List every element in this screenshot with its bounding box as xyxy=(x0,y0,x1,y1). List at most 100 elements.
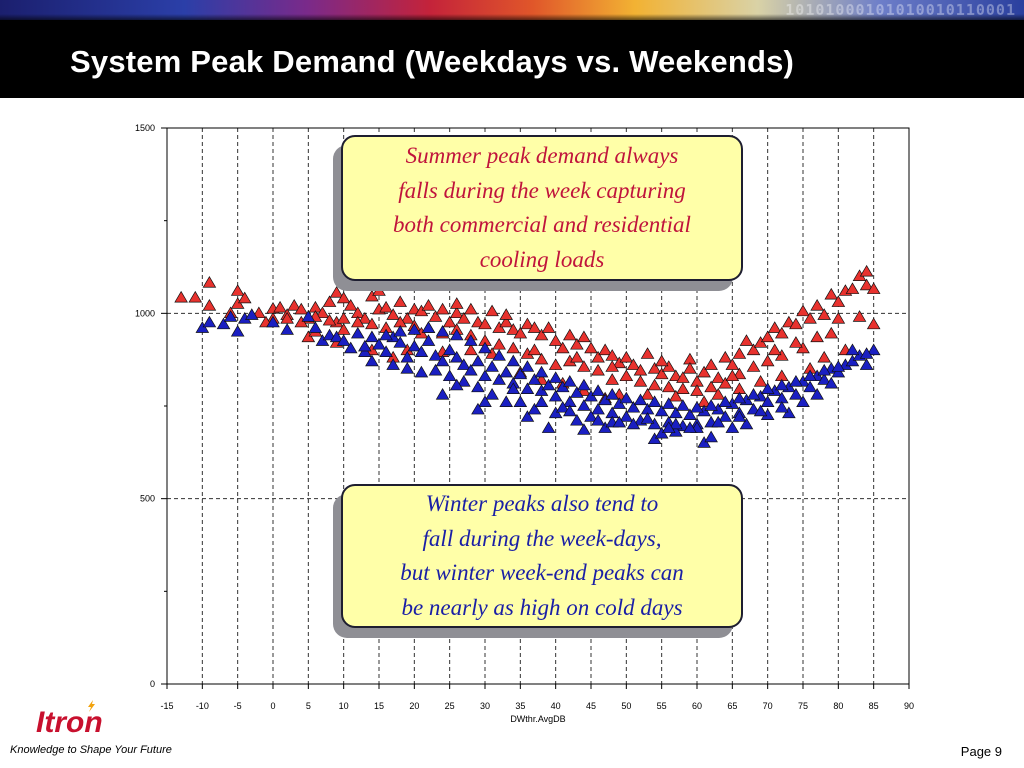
weekday-point xyxy=(704,380,718,393)
banner-fade xyxy=(0,14,1024,24)
weekday-point xyxy=(464,343,478,356)
weekday-point xyxy=(230,284,245,296)
weekend-point xyxy=(499,395,514,407)
weekday-point xyxy=(647,378,662,391)
weekend-point xyxy=(626,400,641,413)
weekend-point xyxy=(421,334,436,346)
weekday-point xyxy=(555,341,570,354)
weekday-point xyxy=(471,315,485,328)
weekday-point xyxy=(584,341,598,354)
weekend-point xyxy=(527,402,542,415)
weekend-point xyxy=(704,430,718,443)
weekend-point xyxy=(442,369,457,382)
weekday-point xyxy=(407,302,422,315)
weekday-point xyxy=(294,302,309,315)
weekend-point xyxy=(718,395,733,407)
weekday-point xyxy=(746,360,761,372)
weekday-point xyxy=(541,321,556,333)
tagline: Knowledge to Shape Your Future xyxy=(10,744,172,756)
weekday-point xyxy=(789,317,803,330)
weekend-point xyxy=(760,382,775,395)
x-tick-label: 50 xyxy=(621,701,631,711)
x-tick-label: 10 xyxy=(339,701,349,711)
x-tick-label: 45 xyxy=(586,701,596,711)
weekday-point xyxy=(760,330,775,343)
weekday-point xyxy=(287,299,302,311)
x-tick-label: 20 xyxy=(409,701,419,711)
weekday-point xyxy=(753,375,768,387)
winter-callout-text: Winter peaks also tend to fall during th… xyxy=(400,487,684,625)
summer-callout-line: falls during the week capturing xyxy=(398,177,686,203)
y-tick-label: 1000 xyxy=(135,308,155,318)
weekend-point xyxy=(555,400,570,413)
weekday-point xyxy=(174,290,188,303)
weekend-point xyxy=(266,315,280,328)
weekday-point xyxy=(322,313,337,326)
weekday-point xyxy=(365,317,379,330)
weekday-point xyxy=(668,369,683,382)
weekday-point xyxy=(386,308,400,320)
weekend-point xyxy=(230,324,245,337)
weekend-point xyxy=(817,373,832,385)
x-tick-label: 55 xyxy=(657,701,667,711)
logo-bolt-icon xyxy=(88,700,95,712)
weekend-point xyxy=(570,413,584,426)
weekday-point xyxy=(499,315,514,328)
weekday-point xyxy=(393,295,408,307)
weekend-point xyxy=(633,393,648,406)
weekend-point xyxy=(301,310,316,322)
weekend-point xyxy=(428,363,443,376)
weekend-point xyxy=(478,395,492,407)
weekend-point xyxy=(379,345,393,357)
weekend-point xyxy=(513,367,528,380)
weekend-point xyxy=(520,360,535,372)
weekend-point xyxy=(654,404,669,417)
weekend-point xyxy=(216,317,231,330)
weekday-point xyxy=(690,384,704,396)
weekday-point xyxy=(810,330,824,343)
weekend-point xyxy=(577,399,591,411)
weekend-point xyxy=(414,345,429,357)
weekend-point xyxy=(485,387,499,400)
weekday-point xyxy=(513,326,528,339)
weekend-point xyxy=(414,365,429,378)
weekday-point xyxy=(824,326,839,339)
weekday-point xyxy=(464,302,478,315)
weekday-point xyxy=(789,336,803,348)
weekend-point xyxy=(202,315,217,328)
logo-wordmark: Itron xyxy=(36,706,103,739)
weekday-point xyxy=(845,282,860,294)
weekday-point xyxy=(831,312,846,324)
weekend-point xyxy=(866,343,881,356)
weekend-point xyxy=(562,404,577,417)
weekday-point xyxy=(534,328,549,341)
weekday-point xyxy=(782,315,796,328)
weekend-point xyxy=(859,347,874,359)
weekday-point xyxy=(499,308,514,320)
weekend-point xyxy=(817,363,832,376)
weekday-point xyxy=(428,310,443,322)
summer-callout-line: Summer peak demand always xyxy=(405,143,679,168)
weekend-point xyxy=(640,412,655,424)
weekend-point xyxy=(492,373,506,385)
weekend-point xyxy=(577,378,591,391)
weekend-point xyxy=(308,321,323,333)
weekend-point xyxy=(393,336,408,348)
weekend-point xyxy=(704,399,718,411)
weekend-point xyxy=(541,378,556,391)
weekend-point xyxy=(683,408,697,420)
x-tick-label: 5 xyxy=(306,701,311,711)
weekend-point xyxy=(471,402,485,415)
weekend-point xyxy=(789,387,803,400)
weekday-point xyxy=(322,295,337,307)
weekday-point xyxy=(188,290,203,303)
weekday-point xyxy=(718,376,733,389)
weekend-point xyxy=(485,360,499,372)
weekday-point xyxy=(202,299,217,311)
weekend-point xyxy=(350,326,365,339)
weekday-point xyxy=(661,380,676,393)
x-tick-label: 70 xyxy=(763,701,773,711)
weekday-point xyxy=(732,367,747,380)
weekday-point xyxy=(329,286,344,298)
weekday-point xyxy=(570,350,584,363)
